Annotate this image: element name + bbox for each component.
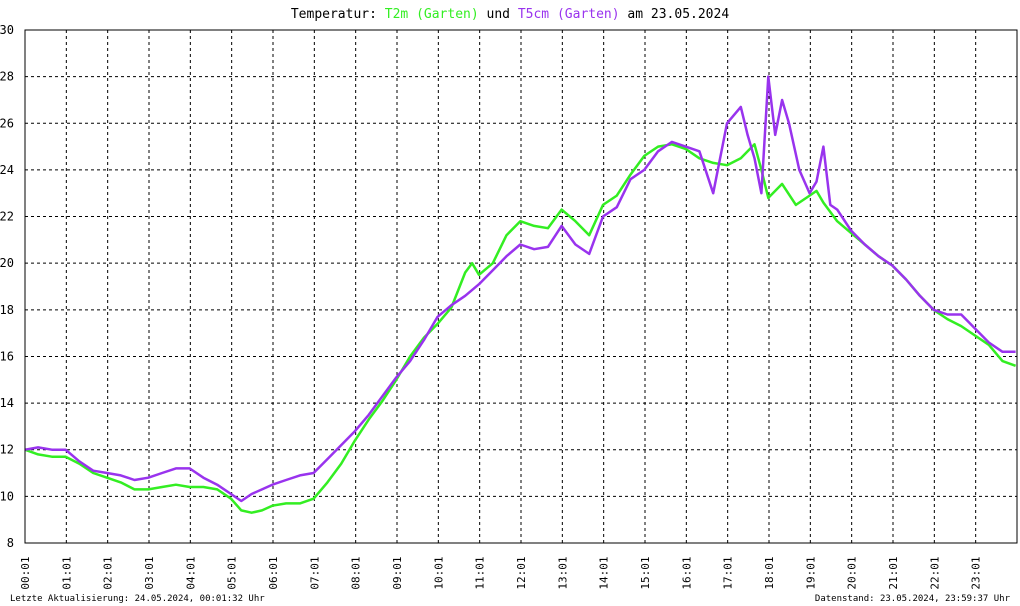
title-series-t5cm: T5cm (Garten) <box>518 7 620 22</box>
x-tick-label: 21:01 <box>887 556 900 589</box>
plot-frame <box>24 29 1018 544</box>
t2m-series-line <box>24 143 1017 514</box>
data-status-text: Datenstand: 23.05.2024, 23:59:37 Uhr <box>815 594 1011 604</box>
grid-lines <box>25 30 1017 543</box>
x-tick-label: 06:01 <box>267 556 280 589</box>
x-tick-label: 22:01 <box>928 556 941 589</box>
x-tick-label: 14:01 <box>598 556 611 589</box>
title-prefix: Temperatur: <box>291 7 377 22</box>
x-tick-label: 04:01 <box>184 556 197 589</box>
y-tick-label: 24 <box>0 163 14 177</box>
x-tick-label: 07:01 <box>308 556 321 589</box>
x-tick-label: 16:01 <box>680 556 693 589</box>
x-tick-label: 05:01 <box>226 556 239 589</box>
y-tick-label: 18 <box>0 303 14 317</box>
x-tick-label: 17:01 <box>722 556 735 589</box>
y-tick-label: 28 <box>0 70 14 84</box>
x-tick-label: 20:01 <box>846 556 859 589</box>
x-tick-label: 12:01 <box>515 556 528 589</box>
y-tick-labels: 8 10 12 14 16 18 20 22 24 26 28 30 <box>0 23 14 550</box>
title-connector: und <box>487 7 510 22</box>
series-lines <box>24 75 1017 514</box>
y-tick-label: 26 <box>0 116 14 130</box>
y-tick-label: 16 <box>0 349 14 363</box>
y-tick-label: 20 <box>0 256 14 270</box>
x-tick-label: 00:01 <box>19 556 32 589</box>
y-tick-label: 22 <box>0 210 14 224</box>
title-series-t2m: T2m (Garten) <box>385 7 479 22</box>
x-tick-label: 02:01 <box>102 556 115 589</box>
x-tick-labels: 00:01 01:01 02:01 03:01 04:01 05:01 06:01 07:01… <box>19 556 983 589</box>
y-tick-label: 12 <box>0 443 14 457</box>
x-tick-label: 15:01 <box>639 556 652 589</box>
x-tick-label: 01:01 <box>60 556 73 589</box>
last-update-text: Letzte Aktualisierung: 24.05.2024, 00:01… <box>10 594 265 604</box>
x-tick-label: 10:01 <box>432 556 445 589</box>
x-tick-label: 09:01 <box>391 556 404 589</box>
x-tick-label: 11:01 <box>474 556 487 589</box>
y-tick-label: 30 <box>0 23 14 37</box>
t5cm-series-line <box>24 75 1016 503</box>
x-tick-label: 08:01 <box>350 556 363 589</box>
y-tick-label: 8 <box>7 536 14 550</box>
x-tick-label: 03:01 <box>143 556 156 589</box>
x-tick-label: 23:01 <box>970 556 983 589</box>
title-suffix: am 23.05.2024 <box>627 7 729 22</box>
y-tick-label: 14 <box>0 396 14 410</box>
chart-title: Temperatur: T2m (Garten) und T5cm (Garte… <box>291 7 729 22</box>
x-tick-label: 13:01 <box>556 556 569 589</box>
x-tick-label: 19:01 <box>804 556 817 589</box>
y-tick-label: 10 <box>0 489 14 503</box>
x-tick-label: 18:01 <box>763 556 776 589</box>
